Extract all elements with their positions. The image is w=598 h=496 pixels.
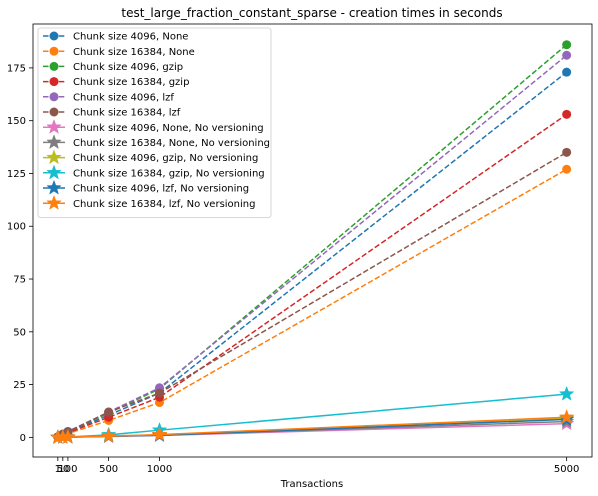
legend-label: Chunk size 16384, None — [73, 47, 195, 58]
x-tick-label: 1000 — [147, 464, 172, 475]
data-point — [558, 385, 575, 401]
y-tick-label: 0 — [20, 433, 26, 444]
legend-item: Chunk size 4096, None, No versioning — [43, 118, 264, 134]
legend-item: Chunk size 4096, None — [43, 31, 188, 43]
legend-item: Chunk size 16384, gzip, No versioning — [43, 164, 265, 180]
y-tick-label: 25 — [13, 380, 26, 391]
legend-label: Chunk size 16384, lzf, No versioning — [73, 199, 255, 210]
legend-label: Chunk size 4096, gzip — [73, 62, 183, 73]
data-point — [558, 409, 575, 424]
x-tick-label: 500 — [99, 464, 118, 475]
legend-item: Chunk size 4096, gzip, No versioning — [43, 149, 258, 165]
y-tick-label: 50 — [13, 327, 26, 338]
data-point — [100, 427, 117, 443]
data-point — [60, 428, 76, 444]
legend-label: Chunk size 16384, gzip — [73, 77, 189, 88]
legend-marker — [49, 46, 59, 56]
legend-marker — [46, 194, 62, 210]
legend-item: Chunk size 4096, gzip — [43, 61, 183, 73]
legend-label: Chunk size 4096, lzf — [73, 92, 174, 103]
legend-box — [37, 27, 272, 218]
chart-title: test_large_fraction_constant_sparse - cr… — [121, 6, 502, 20]
legend-label: Chunk size 16384, lzf — [73, 108, 181, 119]
x-tick-label: 50 — [56, 464, 69, 475]
legend-item: Chunk size 16384, None — [43, 46, 195, 58]
legend-item: Chunk size 16384, gzip — [43, 77, 189, 88]
plot-frame — [32, 23, 593, 458]
legend-marker — [49, 92, 59, 102]
legend-marker — [46, 118, 62, 134]
legend-marker — [49, 61, 59, 71]
data-point — [562, 164, 572, 174]
y-axis: 0 25 50 75 100 125 150 175 — [7, 63, 33, 444]
series-12 — [50, 409, 575, 445]
y-tick-label: 175 — [7, 63, 26, 74]
legend-label: Chunk size 16384, gzip, No versioning — [73, 168, 265, 179]
legend-item: Chunk size 4096, lzf, No versioning — [43, 179, 249, 195]
data-point — [562, 67, 572, 77]
legend-item: Chunk size 16384, None, No versioning — [43, 134, 270, 150]
data-point — [151, 426, 168, 442]
x-tick-label: 1 — [55, 464, 61, 475]
legend-item: Chunk size 16384, lzf, No versioning — [43, 194, 255, 210]
data-point — [562, 50, 572, 60]
legend-marker — [49, 31, 59, 41]
data-point — [155, 388, 165, 398]
legend-marker — [46, 179, 62, 195]
legend-label: Chunk size 4096, lzf, No versioning — [73, 184, 249, 195]
data-point — [562, 109, 572, 119]
legend-marker — [49, 107, 59, 117]
legend-item: Chunk size 16384, lzf — [43, 107, 181, 119]
legend: Chunk size 4096, None Chunk size 16384, N… — [37, 27, 272, 218]
y-tick-label: 125 — [7, 169, 26, 180]
legend-marker — [46, 164, 62, 180]
legend-label: Chunk size 16384, None, No versioning — [73, 138, 270, 149]
y-tick-label: 150 — [7, 116, 26, 127]
x-tick-label: 100 — [58, 464, 77, 475]
legend-label: Chunk size 4096, None — [73, 32, 188, 43]
legend-label: Chunk size 4096, None, No versioning — [73, 123, 264, 134]
data-point — [562, 40, 572, 50]
x-tick-label: 5000 — [554, 464, 579, 475]
legend-marker — [46, 149, 62, 165]
x-axis-label: Transactions — [280, 479, 343, 490]
legend-item: Chunk size 4096, lzf — [43, 92, 174, 103]
y-tick-label: 75 — [13, 275, 26, 286]
y-tick-label: 100 — [7, 222, 26, 233]
legend-label: Chunk size 4096, gzip, No versioning — [73, 153, 258, 164]
data-point — [104, 407, 114, 417]
legend-marker — [49, 77, 59, 87]
data-point — [562, 147, 572, 157]
plot-area — [50, 40, 575, 445]
legend-marker — [46, 134, 62, 150]
